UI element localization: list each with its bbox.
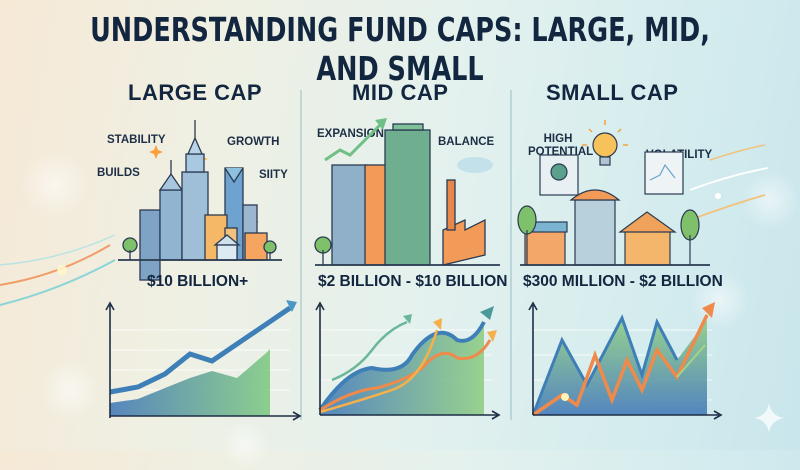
page-title: UNDERSTANDING FUND CAPS: LARGE, MID, AND… xyxy=(90,10,710,88)
tag-builds: BUILDS xyxy=(97,167,140,179)
mid-cap-heading: MID CAP xyxy=(352,80,449,105)
tag-growth: GROWTH xyxy=(227,136,280,148)
small-cap-chart xyxy=(528,301,723,420)
bokeh-light xyxy=(40,360,100,420)
large-cap-heading: LARGE CAP xyxy=(128,80,263,105)
sparkle-icon xyxy=(754,403,784,433)
swoosh-lines-left xyxy=(0,234,116,306)
office-factory-icon xyxy=(314,118,500,266)
bokeh-light xyxy=(20,150,90,220)
mid-cap-chart xyxy=(315,301,501,420)
city-skyline-icon xyxy=(118,120,282,281)
small-cap-range: $300 MILLION - $2 BILLION xyxy=(523,273,723,290)
large-cap-range: $10 BILLION+ xyxy=(147,273,249,290)
mid-cap-range: $2 BILLION - $10 BILLION xyxy=(318,273,508,290)
column-divider xyxy=(510,90,512,420)
tag-siity: SIITY xyxy=(259,169,288,181)
tag-stability: STABILITY xyxy=(107,134,166,146)
small-shops-lightbulb-icon xyxy=(517,120,710,266)
column-divider xyxy=(300,90,302,420)
tag-balance: BALANCE xyxy=(438,136,495,148)
small-cap-heading: SMALL CAP xyxy=(546,80,679,105)
large-cap-chart xyxy=(105,300,302,421)
